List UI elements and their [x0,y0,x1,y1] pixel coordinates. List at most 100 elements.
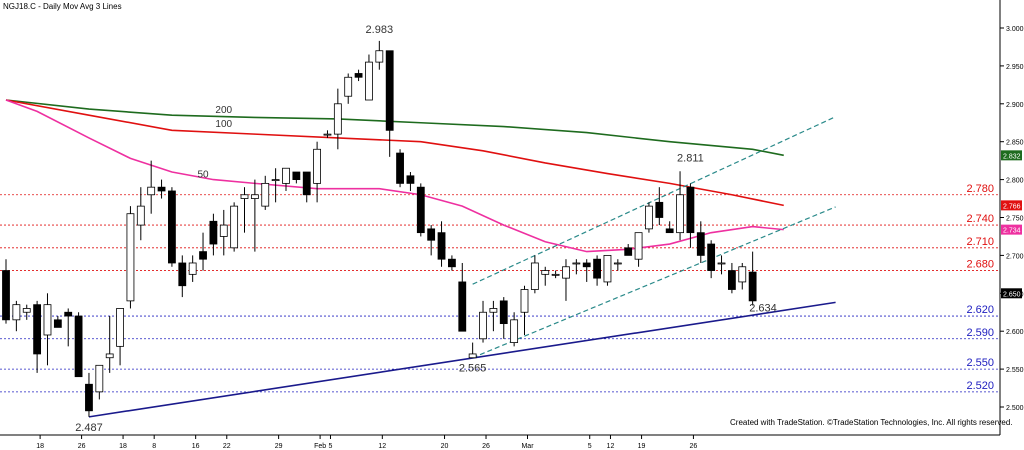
candle-body [313,148,322,184]
channel-trendline [472,116,836,285]
ma-50-value-label: 2.734 [1003,228,1021,235]
candle-body [582,262,591,268]
candle-body [489,308,498,313]
ma-100-line [5,99,784,207]
candle-body [396,152,404,184]
candle-body [2,270,10,321]
x-tick-label: 5 [329,443,333,450]
level-label: 2.590 [966,327,994,339]
candle-body [12,304,21,321]
candle-body [74,315,83,378]
price-annotation: 2.811 [677,152,704,164]
level-label: 2.740 [966,213,994,225]
credit-text: Created with TradeStation. ©TradeStation… [730,418,1013,427]
price-annotation: 2.487 [75,422,103,434]
x-tick-label: Mar [521,443,534,450]
level-label: 2.680 [966,259,994,271]
candle-body [219,224,228,237]
candle-body [64,311,73,317]
x-tick-label: 5 [588,443,592,450]
candle-body [240,194,249,199]
candle-body [333,103,342,135]
candle-body [665,228,674,234]
y-tick-label: 2.600 [1006,329,1024,336]
level-label: 2.550 [966,357,994,369]
y-tick-label: 2.950 [1006,64,1024,71]
candle-body [645,205,653,230]
candle-body [707,243,716,271]
level-label: 2.780 [966,183,994,195]
candle-body [365,61,373,101]
candle-body [116,308,124,347]
y-tick-label: 3.000 [1006,26,1024,33]
x-tick-label: 26 [482,443,490,450]
candle-body [717,262,726,265]
x-tick-label: 18 [119,443,127,450]
candle-body [624,247,633,256]
candle-body [448,258,456,268]
candle-body [188,262,197,275]
candle-body [136,205,145,226]
y-tick-label: 2.550 [1006,367,1024,374]
channel-trendline [472,206,836,359]
candle-body [416,186,425,234]
x-tick-label: 29 [275,443,283,450]
ma-200-value-badge [1001,150,1022,161]
ma-100-value-badge [1001,200,1022,211]
candle-body [603,254,612,283]
candle-body [105,353,114,359]
candle-body [655,201,664,218]
candle-body [375,50,384,63]
candle-body [147,186,156,196]
x-tick-label: 20 [441,443,449,450]
candle-body [458,281,467,332]
candle-body [43,304,52,336]
level-label: 2.620 [966,304,994,316]
price-annotation: 2.983 [366,24,394,36]
candle-body [572,262,581,265]
candle-body [541,270,550,275]
candle-body [178,262,187,287]
x-tick-label: 26 [78,443,86,450]
candle-body [157,186,166,192]
candle-body [613,262,622,265]
ma-100-value-label: 2.766 [1003,203,1021,210]
candle-body [427,228,436,241]
level-label: 2.710 [966,236,994,248]
candle-body [126,213,135,302]
candle-body [437,232,446,260]
candle-body [292,171,301,181]
y-tick-label: 2.700 [1006,253,1024,260]
y-tick-label: 2.850 [1006,140,1024,147]
x-tick-label: 12 [378,443,386,450]
x-tick-label: 22 [223,443,231,450]
candle-body [696,232,705,256]
candle-body [323,133,332,136]
chart-title: NGJ18.C - Daily Mov Avg 3 Lines [3,2,122,11]
y-tick-label: 2.750 [1006,216,1024,223]
y-tick-label: 2.800 [1006,178,1024,185]
candle-body [728,270,736,290]
candle-body [302,171,311,196]
x-tick-label: Feb [314,443,326,450]
candle-body [738,266,747,283]
candle-body [199,251,207,260]
price-annotation: 100 [215,119,232,130]
ma-200-value-label: 2.832 [1003,153,1021,160]
candle-body [510,319,519,343]
x-tick-label: 16 [192,443,200,450]
candle-body [593,258,601,279]
candle-body [250,194,259,199]
x-tick-label: 26 [690,443,698,450]
price-annotation: 2.634 [749,302,777,314]
candle-body [530,262,539,290]
candle-body [209,220,218,245]
x-tick-label: 19 [638,443,646,450]
candle-body [634,232,643,260]
ma-50-value-badge [1001,224,1022,235]
y-tick-label: 2.500 [1006,405,1024,412]
support-trendline [88,301,836,418]
candle-body [406,175,415,184]
candle-body [385,50,394,131]
